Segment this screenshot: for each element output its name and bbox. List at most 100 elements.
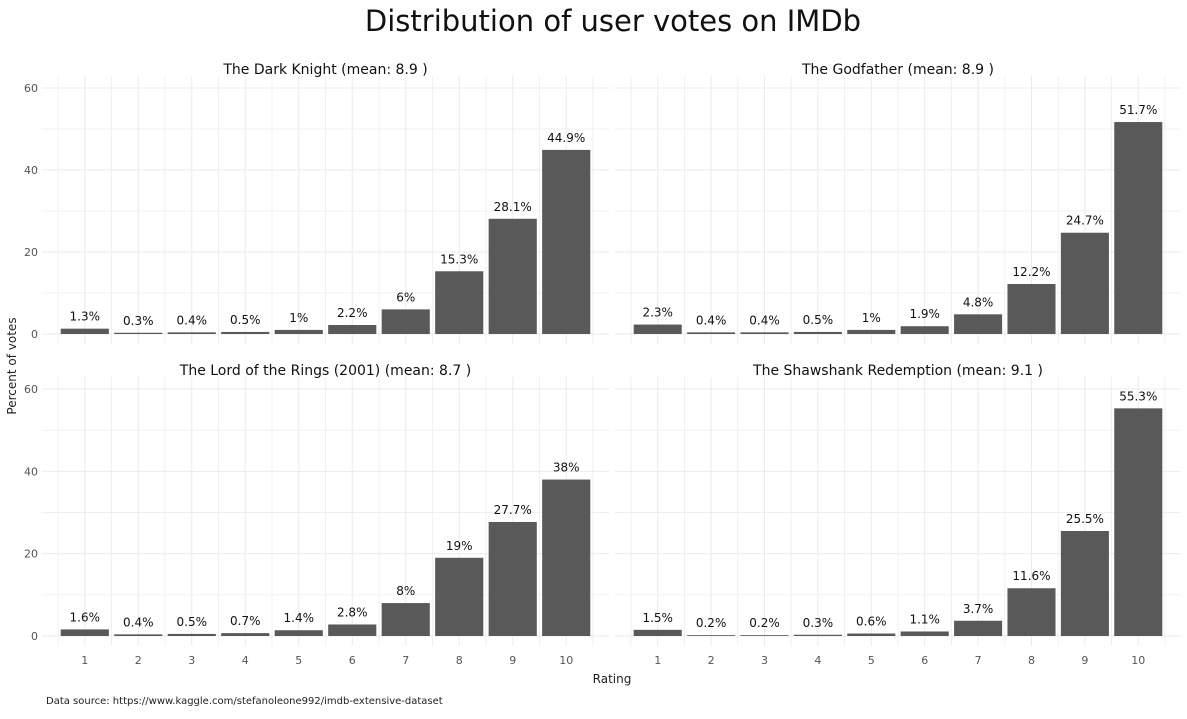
- bar-data-label: 0.4%: [749, 313, 780, 327]
- bar: [274, 630, 323, 636]
- bar-data-label: 1.6%: [70, 610, 101, 624]
- y-tick-label: 40: [24, 164, 38, 177]
- x-tick-label: 1: [81, 654, 88, 667]
- y-tick-label: 0: [31, 630, 38, 643]
- bar-data-label: 0.5%: [803, 313, 834, 327]
- bar: [1114, 122, 1163, 334]
- bar-data-label: 25.5%: [1066, 512, 1104, 526]
- bar-data-label: 15.3%: [440, 252, 478, 266]
- y-tick-label: 20: [24, 246, 38, 259]
- bar: [1007, 283, 1056, 334]
- x-tick-label: 9: [509, 654, 516, 667]
- bar: [114, 634, 163, 636]
- bar: [1007, 588, 1056, 636]
- bar-data-label: 2.2%: [337, 306, 368, 320]
- bar-data-label: 0.3%: [123, 314, 154, 328]
- bar: [793, 634, 842, 636]
- chart-title: Distribution of user votes on IMDb: [365, 4, 861, 38]
- bar: [381, 603, 430, 636]
- y-tick-label: 60: [24, 82, 38, 95]
- facet-panel: The Godfather (mean: 8.9 ) 2.3% 0.4% 0.4% 0.…: [615, 62, 1181, 344]
- facet-panel: The Lord of the Rings (2001) (mean: 8.7 …: [24, 363, 609, 667]
- bar: [328, 324, 377, 334]
- bar-data-label: 1.4%: [284, 611, 315, 625]
- y-tick-label: 40: [24, 465, 38, 478]
- bar-data-label: 11.6%: [1012, 569, 1050, 583]
- bar-data-label: 2.3%: [642, 306, 673, 320]
- bar-data-label: 1.5%: [642, 611, 673, 625]
- bar: [435, 557, 484, 636]
- bar: [328, 624, 377, 636]
- bar: [221, 331, 270, 334]
- bar: [847, 633, 896, 636]
- bar-data-label: 51.7%: [1119, 103, 1157, 117]
- x-tick-label: 7: [975, 654, 982, 667]
- x-axis-label: Rating: [593, 672, 632, 686]
- bar: [1114, 408, 1163, 636]
- x-tick-label: 4: [242, 654, 249, 667]
- bar-data-label: 1%: [862, 311, 881, 325]
- x-tick-label: 3: [761, 654, 768, 667]
- panel-title: The Godfather (mean: 8.9 ): [801, 62, 994, 78]
- x-tick-label: 6: [921, 654, 928, 667]
- x-tick-label: 7: [402, 654, 409, 667]
- bar-data-label: 4.8%: [963, 295, 994, 309]
- bar: [274, 329, 323, 334]
- bar-data-label: 0.4%: [123, 615, 154, 629]
- x-tick-label: 8: [456, 654, 463, 667]
- bar: [167, 633, 216, 636]
- x-tick-label: 4: [814, 654, 821, 667]
- x-tick-label: 10: [1131, 654, 1145, 667]
- bar-data-label: 6%: [396, 290, 415, 304]
- y-tick-label: 20: [24, 548, 38, 561]
- bar: [167, 332, 216, 334]
- y-tick-label: 60: [24, 383, 38, 396]
- bar: [542, 479, 591, 636]
- bar: [542, 149, 591, 334]
- bar: [1060, 531, 1109, 636]
- bar: [900, 631, 949, 636]
- bar: [900, 326, 949, 334]
- x-tick-label: 3: [188, 654, 195, 667]
- bar-data-label: 12.2%: [1012, 265, 1050, 279]
- y-axis-label: Percent of votes: [5, 317, 19, 414]
- bar: [740, 332, 789, 334]
- panel-title: The Shawshank Redemption (mean: 9.1 ): [752, 363, 1043, 379]
- x-tick-label: 8: [1028, 654, 1035, 667]
- bar-data-label: 0.2%: [696, 616, 727, 630]
- x-tick-label: 10: [559, 654, 573, 667]
- bar: [954, 620, 1003, 636]
- bar-data-label: 1.3%: [70, 310, 101, 324]
- x-tick-label: 5: [295, 654, 302, 667]
- bar-data-label: 1.1%: [909, 612, 940, 626]
- facet-panel: The Shawshank Redemption (mean: 9.1 ) 1.5…: [615, 363, 1181, 667]
- bar-data-label: 1.9%: [909, 307, 940, 321]
- bar-data-label: 8%: [396, 584, 415, 598]
- bar-data-label: 19%: [446, 539, 473, 553]
- bar-data-label: 0.6%: [856, 615, 887, 629]
- bar: [60, 328, 109, 334]
- bar: [435, 271, 484, 334]
- bar: [488, 521, 537, 636]
- bar: [633, 629, 682, 636]
- bar-data-label: 1%: [289, 311, 308, 325]
- bar: [60, 629, 109, 636]
- bar-data-label: 27.7%: [494, 503, 532, 517]
- bar-data-label: 0.3%: [803, 616, 834, 630]
- bar: [687, 635, 736, 636]
- bar: [221, 633, 270, 636]
- bar-data-label: 28.1%: [494, 200, 532, 214]
- bar: [633, 324, 682, 334]
- bar: [381, 309, 430, 334]
- x-tick-label: 2: [708, 654, 715, 667]
- bar: [114, 332, 163, 334]
- bar: [1060, 232, 1109, 334]
- bar-data-label: 38%: [553, 461, 580, 475]
- bar-data-label: 44.9%: [547, 131, 585, 145]
- data-source-caption: Data source: https://www.kaggle.com/stef…: [46, 696, 443, 707]
- x-tick-label: 5: [868, 654, 875, 667]
- bar: [740, 635, 789, 636]
